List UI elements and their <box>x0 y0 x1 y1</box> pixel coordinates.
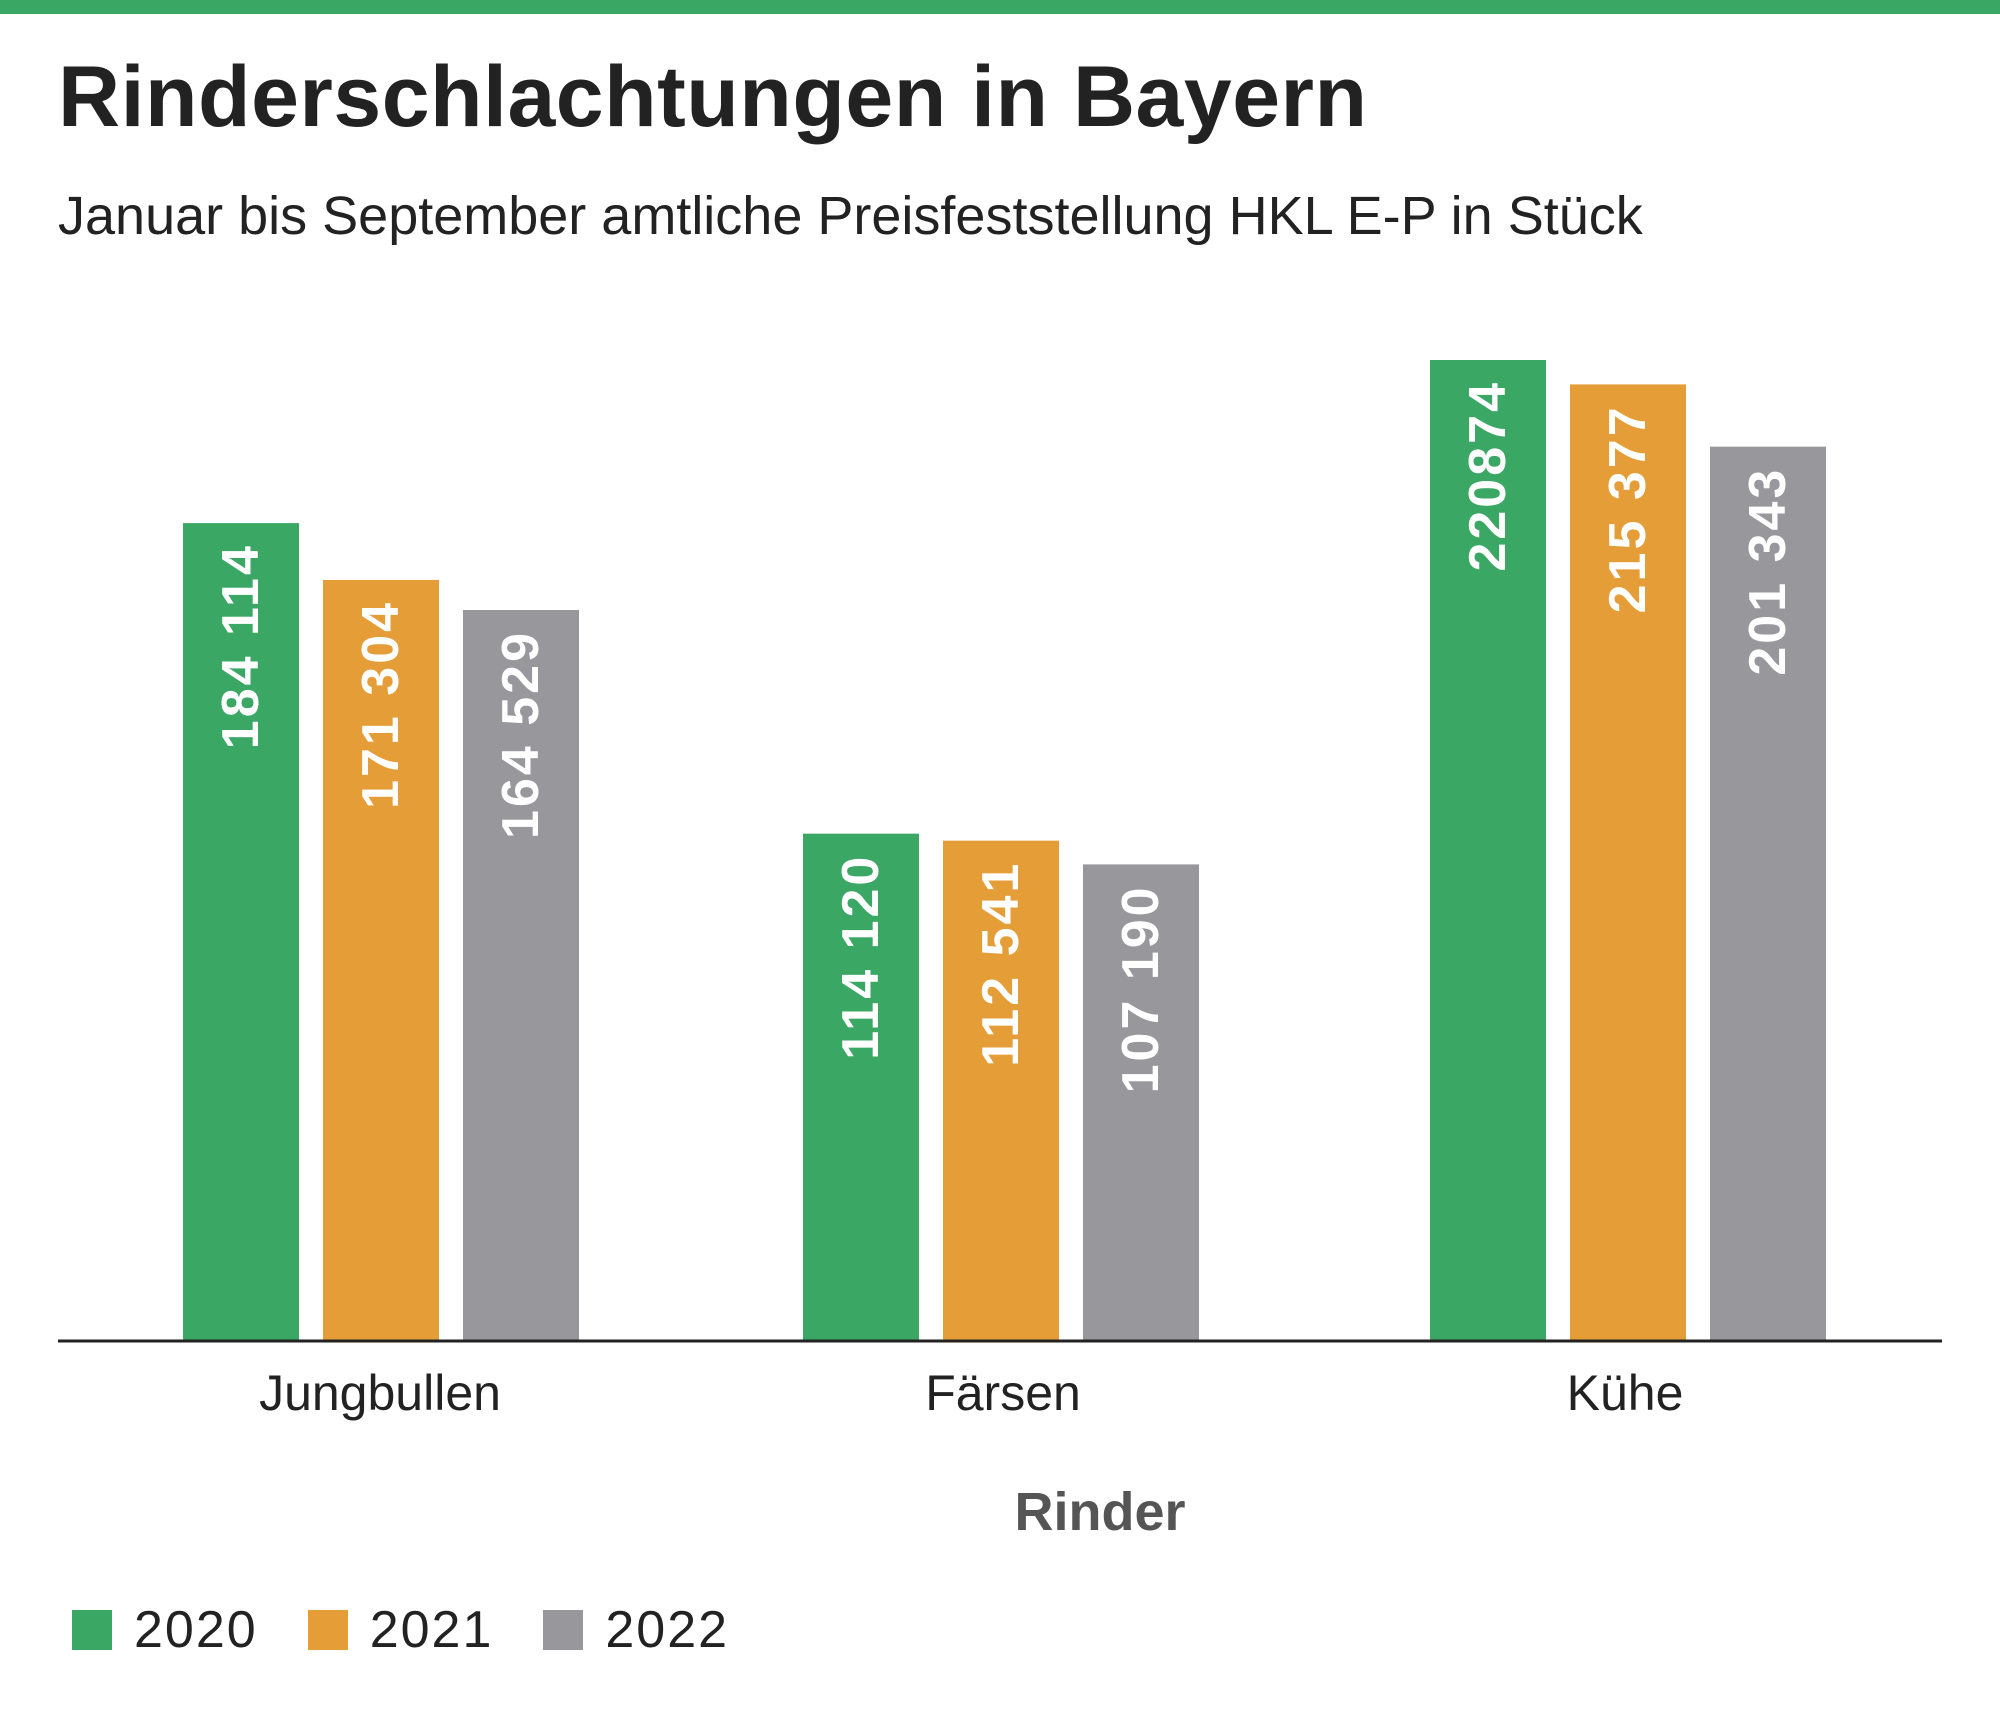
chart-subtitle: Januar bis September amtliche Preisfests… <box>58 186 1643 246</box>
legend-label-2021: 2021 <box>369 1601 494 1659</box>
bar-jungbullen-2020 <box>183 523 299 1340</box>
legend-label-2020: 2020 <box>134 1601 258 1659</box>
data-label-kühe-2022: 201 343 <box>1739 467 1797 676</box>
data-label-jungbullen-2022: 164 529 <box>492 630 550 839</box>
chart-title: Rinderschlachtungen in Bayern <box>58 49 1368 145</box>
data-label-jungbullen-2020: 184 114 <box>212 543 270 749</box>
x-axis-title: Rinder <box>1014 1482 1185 1542</box>
legend-label-2022: 2022 <box>605 1601 730 1659</box>
bar-jungbullen-2021 <box>323 579 439 1340</box>
bar-kühe-2022 <box>1710 446 1826 1340</box>
data-label-jungbullen-2021: 171 304 <box>352 600 410 809</box>
legend-swatch-2022 <box>543 1610 584 1650</box>
legend: 2020 2021 2022 <box>72 1600 779 1660</box>
category-label: Kühe <box>1567 1365 1684 1421</box>
bar-färsen-2022 <box>1083 864 1199 1340</box>
bar-kühe-2020 <box>1430 360 1546 1340</box>
data-label-kühe-2021: 215 377 <box>1599 404 1657 613</box>
category-label: Jungbullen <box>259 1365 501 1421</box>
bar-färsen-2020 <box>803 833 919 1340</box>
bar-jungbullen-2022 <box>463 609 579 1340</box>
legend-swatch-2021 <box>307 1610 348 1650</box>
data-label-kühe-2020: 220874 <box>1459 380 1517 572</box>
legend-item-2022: 2022 <box>543 1600 729 1660</box>
bar-kühe-2021 <box>1570 384 1686 1340</box>
legend-item-2020: 2020 <box>72 1600 258 1660</box>
data-label-färsen-2021: 112 541 <box>972 861 1030 1067</box>
data-label-färsen-2022: 107 190 <box>1112 884 1170 1093</box>
category-label: Färsen <box>925 1365 1081 1421</box>
bar-färsen-2021 <box>943 840 1059 1340</box>
legend-item-2021: 2021 <box>307 1600 494 1660</box>
top-accent-rule <box>0 0 2000 14</box>
data-label-färsen-2020: 114 120 <box>832 854 890 1060</box>
bar-chart: 184 114 171 304 164 529 Jungbullen 114 120 11… <box>58 360 1942 1542</box>
legend-swatch-2020 <box>72 1610 112 1650</box>
